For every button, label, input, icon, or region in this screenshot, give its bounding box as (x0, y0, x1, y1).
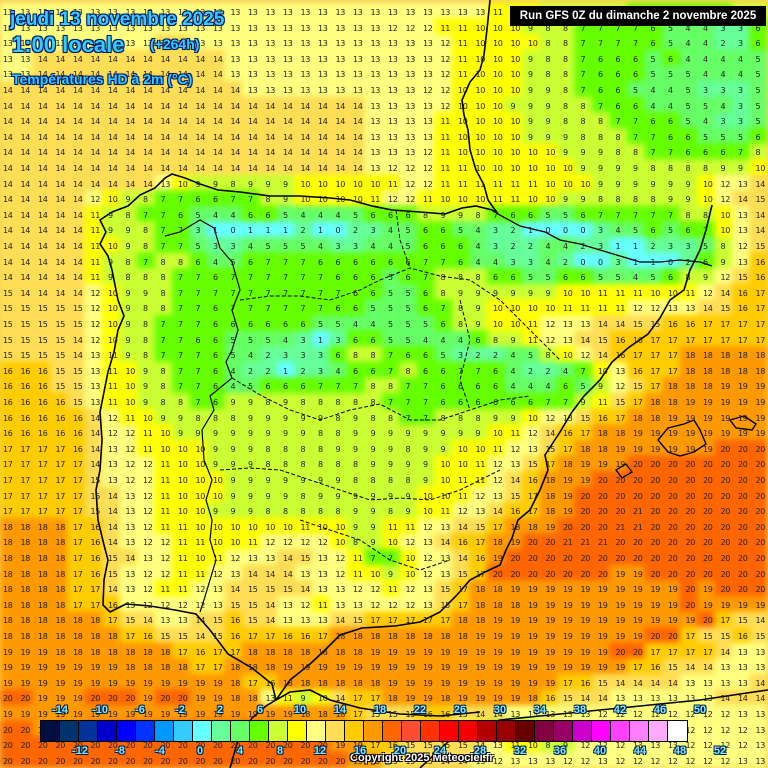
color-swatch (364, 721, 383, 741)
forecast-time: 1:00 locale (12, 32, 125, 57)
forecast-lead-time: (+264h) (150, 36, 200, 52)
scale-tick-label: 2 (216, 704, 224, 716)
scale-tick-label: 22 (413, 704, 427, 716)
model-run-label: Run GFS 0Z du dimanche 2 novembre 2025 (510, 6, 766, 26)
scale-tick-label: 36 (553, 745, 567, 757)
color-swatch (649, 721, 668, 741)
scale-tick-label: 14 (333, 704, 347, 716)
scale-tick-label: 52 (713, 745, 727, 757)
scale-tick-label: 30 (493, 704, 507, 716)
color-swatch (212, 721, 231, 741)
scale-tick-label: 32 (513, 745, 527, 757)
color-scale-legend (40, 720, 688, 742)
color-swatch (79, 721, 98, 741)
color-swatch (174, 721, 193, 741)
scale-tick-label: -6 (135, 704, 145, 716)
color-swatch (402, 721, 421, 741)
color-swatch (231, 721, 250, 741)
color-swatch (288, 721, 307, 741)
color-swatch (345, 721, 364, 741)
color-swatch (307, 721, 326, 741)
color-swatch (459, 721, 478, 741)
color-swatch (269, 721, 288, 741)
scale-tick-label: 16 (353, 745, 367, 757)
scale-tick-label: -10 (92, 704, 108, 716)
color-swatch (250, 721, 269, 741)
scale-tick-label: 40 (593, 745, 607, 757)
variable-title: Températures HD à 2m (°C) (12, 71, 193, 87)
scale-tick-label: 6 (256, 704, 264, 716)
scale-tick-label: 46 (653, 704, 667, 716)
color-swatch (440, 721, 459, 741)
scale-tick-label: 38 (573, 704, 587, 716)
scale-tick-label: 0 (196, 745, 204, 757)
scale-tick-label: 20 (393, 745, 407, 757)
color-swatch (155, 721, 174, 741)
color-swatch (535, 721, 554, 741)
color-swatch (98, 721, 117, 741)
scale-tick-label: 42 (613, 704, 627, 716)
color-swatch (326, 721, 345, 741)
color-swatch (41, 721, 60, 741)
scale-tick-label: 34 (533, 704, 547, 716)
scale-tick-label: 50 (693, 704, 707, 716)
scale-tick-label: -14 (52, 704, 68, 716)
color-swatch (573, 721, 592, 741)
scale-tick-label: 28 (473, 745, 487, 757)
scale-tick-label: -12 (72, 745, 88, 757)
scale-tick-label: 4 (236, 745, 244, 757)
color-swatch (611, 721, 630, 741)
color-swatch (421, 721, 440, 741)
scale-tick-label: -2 (175, 704, 185, 716)
scale-tick-label: 8 (276, 745, 284, 757)
forecast-date: jeudi 13 novembre 2025 (10, 9, 225, 30)
color-swatch (516, 721, 535, 741)
scale-tick-label: 12 (313, 745, 327, 757)
scale-tick-label: -4 (155, 745, 165, 757)
scale-tick-label: 48 (673, 745, 687, 757)
color-swatch (136, 721, 155, 741)
color-swatch (60, 721, 79, 741)
color-swatch (117, 721, 136, 741)
scale-tick-label: 26 (453, 704, 467, 716)
scale-tick-label: 18 (373, 704, 387, 716)
color-swatch (592, 721, 611, 741)
scale-tick-label: -8 (115, 745, 125, 757)
copyright-notice: Copyright 2025 Meteociel.fr (350, 752, 494, 764)
color-swatch (630, 721, 649, 741)
scale-tick-label: 24 (433, 745, 447, 757)
color-swatch (497, 721, 516, 741)
scale-tick-label: 44 (633, 745, 647, 757)
color-swatch (554, 721, 573, 741)
color-swatch (478, 721, 497, 741)
color-swatch (668, 721, 687, 741)
color-swatch (383, 721, 402, 741)
color-swatch (193, 721, 212, 741)
scale-tick-label: 10 (293, 704, 307, 716)
